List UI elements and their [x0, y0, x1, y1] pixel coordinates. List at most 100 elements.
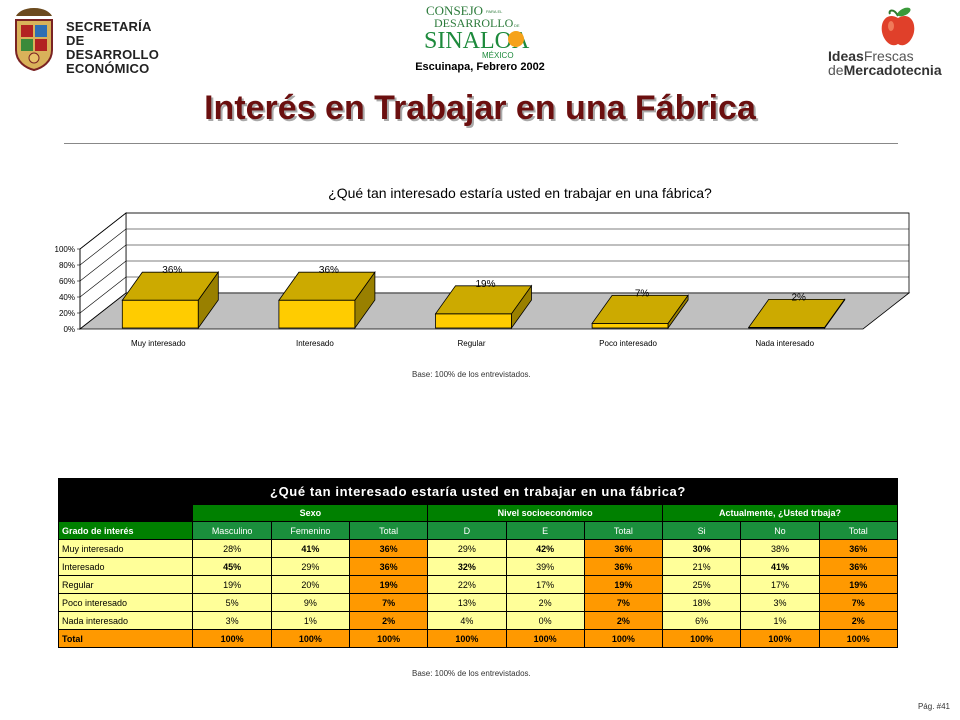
data-label: 36%	[319, 265, 339, 276]
table-cell: 17%	[505, 575, 585, 594]
column-header: Total	[583, 521, 664, 540]
table-cell: 20%	[270, 575, 350, 594]
table-cell: 3%	[740, 593, 820, 612]
gridline-side	[79, 276, 127, 314]
table-cell: 2%	[583, 611, 664, 630]
gridline-side	[79, 260, 127, 298]
ideas-logo-word-4: Mercadotecnia	[843, 62, 942, 78]
table-cell: 1%	[740, 611, 820, 630]
data-label: 2%	[791, 292, 806, 303]
table-cell: 25%	[662, 575, 742, 594]
sde-logo-line-3: ECONÓMICO	[66, 61, 150, 76]
table-cell: 45%	[192, 557, 272, 576]
ideas-logo-word-1: Ideas	[828, 48, 864, 64]
base-note-chart: Base: 100% de los entrevistados.	[412, 370, 531, 379]
y-tick-label: 100%	[55, 245, 75, 254]
data-label: 7%	[635, 288, 650, 299]
bar-side	[667, 294, 689, 330]
table-group-row: Sexo Nivel socioeconómico Actualmente, ¿…	[57, 504, 898, 522]
y-tick-label: 20%	[59, 309, 75, 318]
table-cell: 36%	[583, 557, 664, 576]
bar-side	[197, 270, 219, 330]
chart-title: ¿Qué tan interesado estaría usted en tra…	[328, 185, 712, 201]
table-cell: 0%	[505, 611, 585, 630]
table-cell: 19%	[348, 575, 429, 594]
sinaloa-logo-line-4: DE	[514, 23, 520, 28]
column-header: Total	[818, 521, 899, 540]
table-cell: 2%	[348, 611, 429, 630]
x-category-label: Poco interesado	[599, 339, 657, 348]
table-cell: 100%	[427, 629, 507, 648]
table-cell: 36%	[583, 539, 664, 558]
table-cell: 36%	[818, 539, 899, 558]
table-cell: 29%	[270, 557, 350, 576]
table-cell: 36%	[818, 557, 899, 576]
row-label: Poco interesado	[57, 593, 194, 612]
sinaloa-logo-line-2: PARA EL	[486, 9, 503, 14]
table-row: Muy interesado 28% 41% 36% 29% 42% 36% 30% 38% 36…	[57, 539, 899, 558]
page-number: Pág. #41	[917, 702, 950, 711]
table-cell: 19%	[818, 575, 899, 594]
title-divider	[64, 143, 898, 144]
sde-logo: SECRETARÍA DE DESARROLLO ECONÓMICO	[10, 6, 160, 76]
column-header: Femenino	[270, 521, 350, 540]
chart-back-wall	[125, 212, 910, 294]
row-header-label: Grado de interés	[57, 521, 194, 540]
x-category-label: Interesado	[296, 339, 334, 348]
x-category-label: Regular	[457, 339, 485, 348]
gridline-side	[79, 212, 127, 250]
table-cell: 100%	[662, 629, 742, 648]
column-header: No	[740, 521, 820, 540]
gridline-side	[79, 244, 127, 282]
y-tick-label: 40%	[59, 293, 75, 302]
table-cell: 2%	[818, 611, 899, 630]
row-label: Nada interesado	[57, 611, 194, 630]
bar-side	[824, 298, 846, 330]
table-question-row: ¿Qué tan interesado estaría usted en tra…	[58, 478, 898, 505]
table-cell: 6%	[662, 611, 742, 630]
table-cell: 36%	[348, 539, 429, 558]
y-tick-label: 60%	[59, 277, 75, 286]
table-cell: 7%	[583, 593, 664, 612]
ideas-logo-word-2: Frescas	[863, 48, 914, 64]
table-cell: 19%	[583, 575, 664, 594]
sinaloa-logo-line-1: CONSEJO	[426, 3, 483, 18]
table-cell: 7%	[818, 593, 899, 612]
x-category-label: Nada interesado	[755, 339, 814, 348]
table-cell: 38%	[740, 539, 820, 558]
sinaloa-logo-line-6: MÉXICO	[482, 51, 514, 60]
table-total-row: Total 100% 100% 100% 100% 100% 100% 100% 100% 100…	[57, 629, 899, 648]
table-cell: 1%	[270, 611, 350, 630]
state-crest-icon	[15, 8, 53, 72]
page-title: Interés en Trabajar en una Fábrica	[204, 89, 756, 127]
column-header: E	[505, 521, 585, 540]
table-cell: 42%	[505, 539, 585, 558]
table-cell: 4%	[427, 611, 507, 630]
data-label: 19%	[475, 279, 495, 290]
row-label: Muy interesado	[57, 539, 194, 558]
bar-front	[435, 313, 512, 329]
crosstab-table: ¿Qué tan interesado estaría usted en tra…	[57, 478, 899, 648]
table-cell: 3%	[192, 611, 272, 630]
table-question: ¿Qué tan interesado estaría usted en tra…	[58, 478, 898, 505]
sinaloa-council-logo: CONSEJO PARA EL DESARROLLO DE SINALOA MÉ…	[424, 3, 530, 60]
table-corner	[57, 504, 194, 522]
table-cell: 2%	[505, 593, 585, 612]
column-header: Masculino	[192, 521, 272, 540]
table-cell: 32%	[427, 557, 507, 576]
bar-chart-3d: 0% 20% 40% 60% 80% 100% 36% Muy interesado 36% In…	[55, 212, 911, 348]
row-label: Total	[57, 629, 194, 648]
table-cell: 18%	[662, 593, 742, 612]
column-header: Si	[662, 521, 742, 540]
table-cell: 100%	[192, 629, 272, 648]
row-label: Interesado	[57, 557, 194, 576]
table-row: Interesado 45% 29% 36% 32% 39% 36% 21% 41% 36%	[57, 557, 899, 576]
column-header: D	[427, 521, 507, 540]
table-cell: 17%	[740, 575, 820, 594]
group-header-nse: Nivel socioeconómico	[427, 504, 664, 522]
gridline-side	[79, 228, 127, 266]
city-date: Escuinapa, Febrero 2002	[415, 61, 545, 73]
bar-side	[511, 284, 532, 330]
table-row: Regular 19% 20% 19% 22% 17% 19% 25% 17% 19%	[57, 575, 899, 594]
table-cell: 19%	[192, 575, 272, 594]
